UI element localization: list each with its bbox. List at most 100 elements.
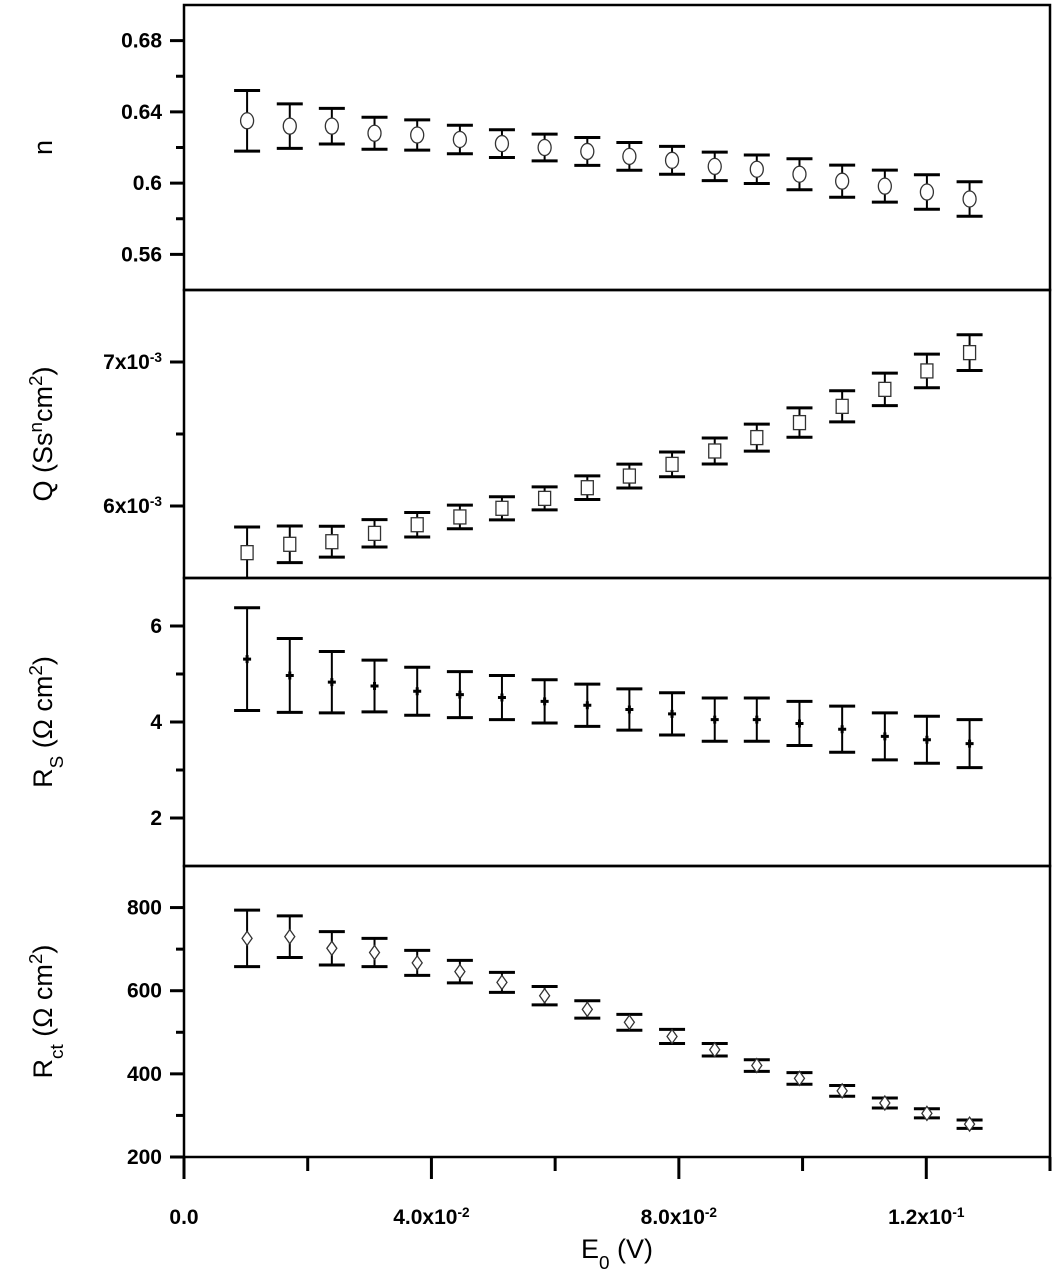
plus-marker [540,697,549,706]
tick-label-base: 800 [127,897,162,920]
label-part: 2 [26,665,47,676]
data-point [234,908,261,969]
data-point [446,503,473,531]
x-tick-label: 8.0x10-2 [641,1205,718,1230]
plus-marker [625,705,634,714]
circle-marker [707,157,722,176]
plus-marker [285,671,294,680]
data-point [871,168,898,204]
data-point [276,102,303,150]
diamond-marker [666,1028,678,1045]
data-point [488,970,515,994]
circle-marker [324,117,339,135]
square-marker [453,509,467,525]
y-tick-label: 0.56 [121,243,162,266]
plus-marker [752,715,761,724]
data-point [276,524,303,565]
data-point [786,1070,813,1087]
square-marker [495,500,509,516]
y-tick-label: 2 [150,807,162,830]
panel-n: n [28,3,1052,292]
data-point [743,153,770,185]
diamond-marker [538,987,551,1004]
y-axis-title: Q (Ssncm2) [26,366,59,501]
data-point [701,150,728,183]
square-marker [537,490,552,507]
data-point [701,696,728,743]
data-point [276,636,303,714]
plot-frame [182,3,1052,292]
tick-label-base: 600 [127,980,162,1003]
diamond-marker [368,944,381,961]
data-point [743,422,770,453]
tick-label-exponent: -2 [457,1205,470,1220]
label-part: (V) [610,1234,654,1264]
data-point [913,173,940,211]
tick-label-base: 7x10 [103,351,150,374]
square-marker [410,517,424,533]
circle-marker [282,117,297,135]
data-point [488,673,515,722]
data-point [574,999,601,1020]
data-point [786,157,813,192]
data-point [956,180,983,218]
data-point [446,958,473,985]
data-point [404,665,431,717]
square-marker [708,443,722,459]
data-point [871,1094,898,1112]
diamond-marker [623,1014,636,1031]
plus-marker [583,701,592,710]
diamond-marker [750,1057,763,1074]
y-tick-label: 4 [150,711,162,734]
data-point [488,495,515,522]
label-part: (Ω cm [28,964,58,1044]
label-part: ) [28,945,58,954]
data-point [531,485,558,512]
data-point [234,89,261,153]
diamond-marker [921,1105,933,1122]
data-point [531,985,558,1007]
y-tick-label: 0.68 [121,30,162,53]
tick-label-base: 200 [127,1146,162,1169]
plus-marker [243,655,252,664]
diamond-marker [793,1070,806,1087]
tick-label-exponent: -1 [952,1205,965,1220]
circle-marker [919,183,935,201]
tick-label-base: 2 [150,807,162,830]
circle-marker [494,134,510,153]
label-part: R [28,768,58,788]
circle-marker [664,151,680,169]
tick-label-base: 0.6 [133,172,162,195]
circle-marker [622,147,637,166]
diamond-marker [496,974,508,991]
data-point [531,678,558,725]
circle-marker [537,138,552,157]
tick-label-exponent: -3 [150,494,163,509]
data-point [956,718,983,770]
diamond-marker [708,1041,721,1058]
diamond-marker [411,954,424,971]
data-point [318,930,345,967]
panel-Q: Q (Ssncm2) [26,288,1052,580]
plus-marker [795,719,804,728]
tick-label-exponent: -3 [150,350,163,365]
square-marker [665,456,679,473]
data-point [956,333,983,372]
label-part: 2 [26,375,47,386]
tick-label-base: 0.56 [121,243,162,266]
y-tick-label: 600 [127,980,162,1003]
data-point [829,1082,856,1100]
data-point [829,163,856,199]
data-point [234,606,261,712]
data-point [913,714,940,765]
diamond-marker [581,1001,594,1018]
plus-marker [370,682,379,690]
label-part: ct [47,1044,68,1059]
diamond-marker [283,928,296,945]
circle-marker [877,177,892,195]
panel-Rs: RS (Ω cm2) [26,576,1052,868]
label-part: ) [28,656,58,665]
data-point [318,649,345,715]
label-part: 2 [26,954,47,965]
